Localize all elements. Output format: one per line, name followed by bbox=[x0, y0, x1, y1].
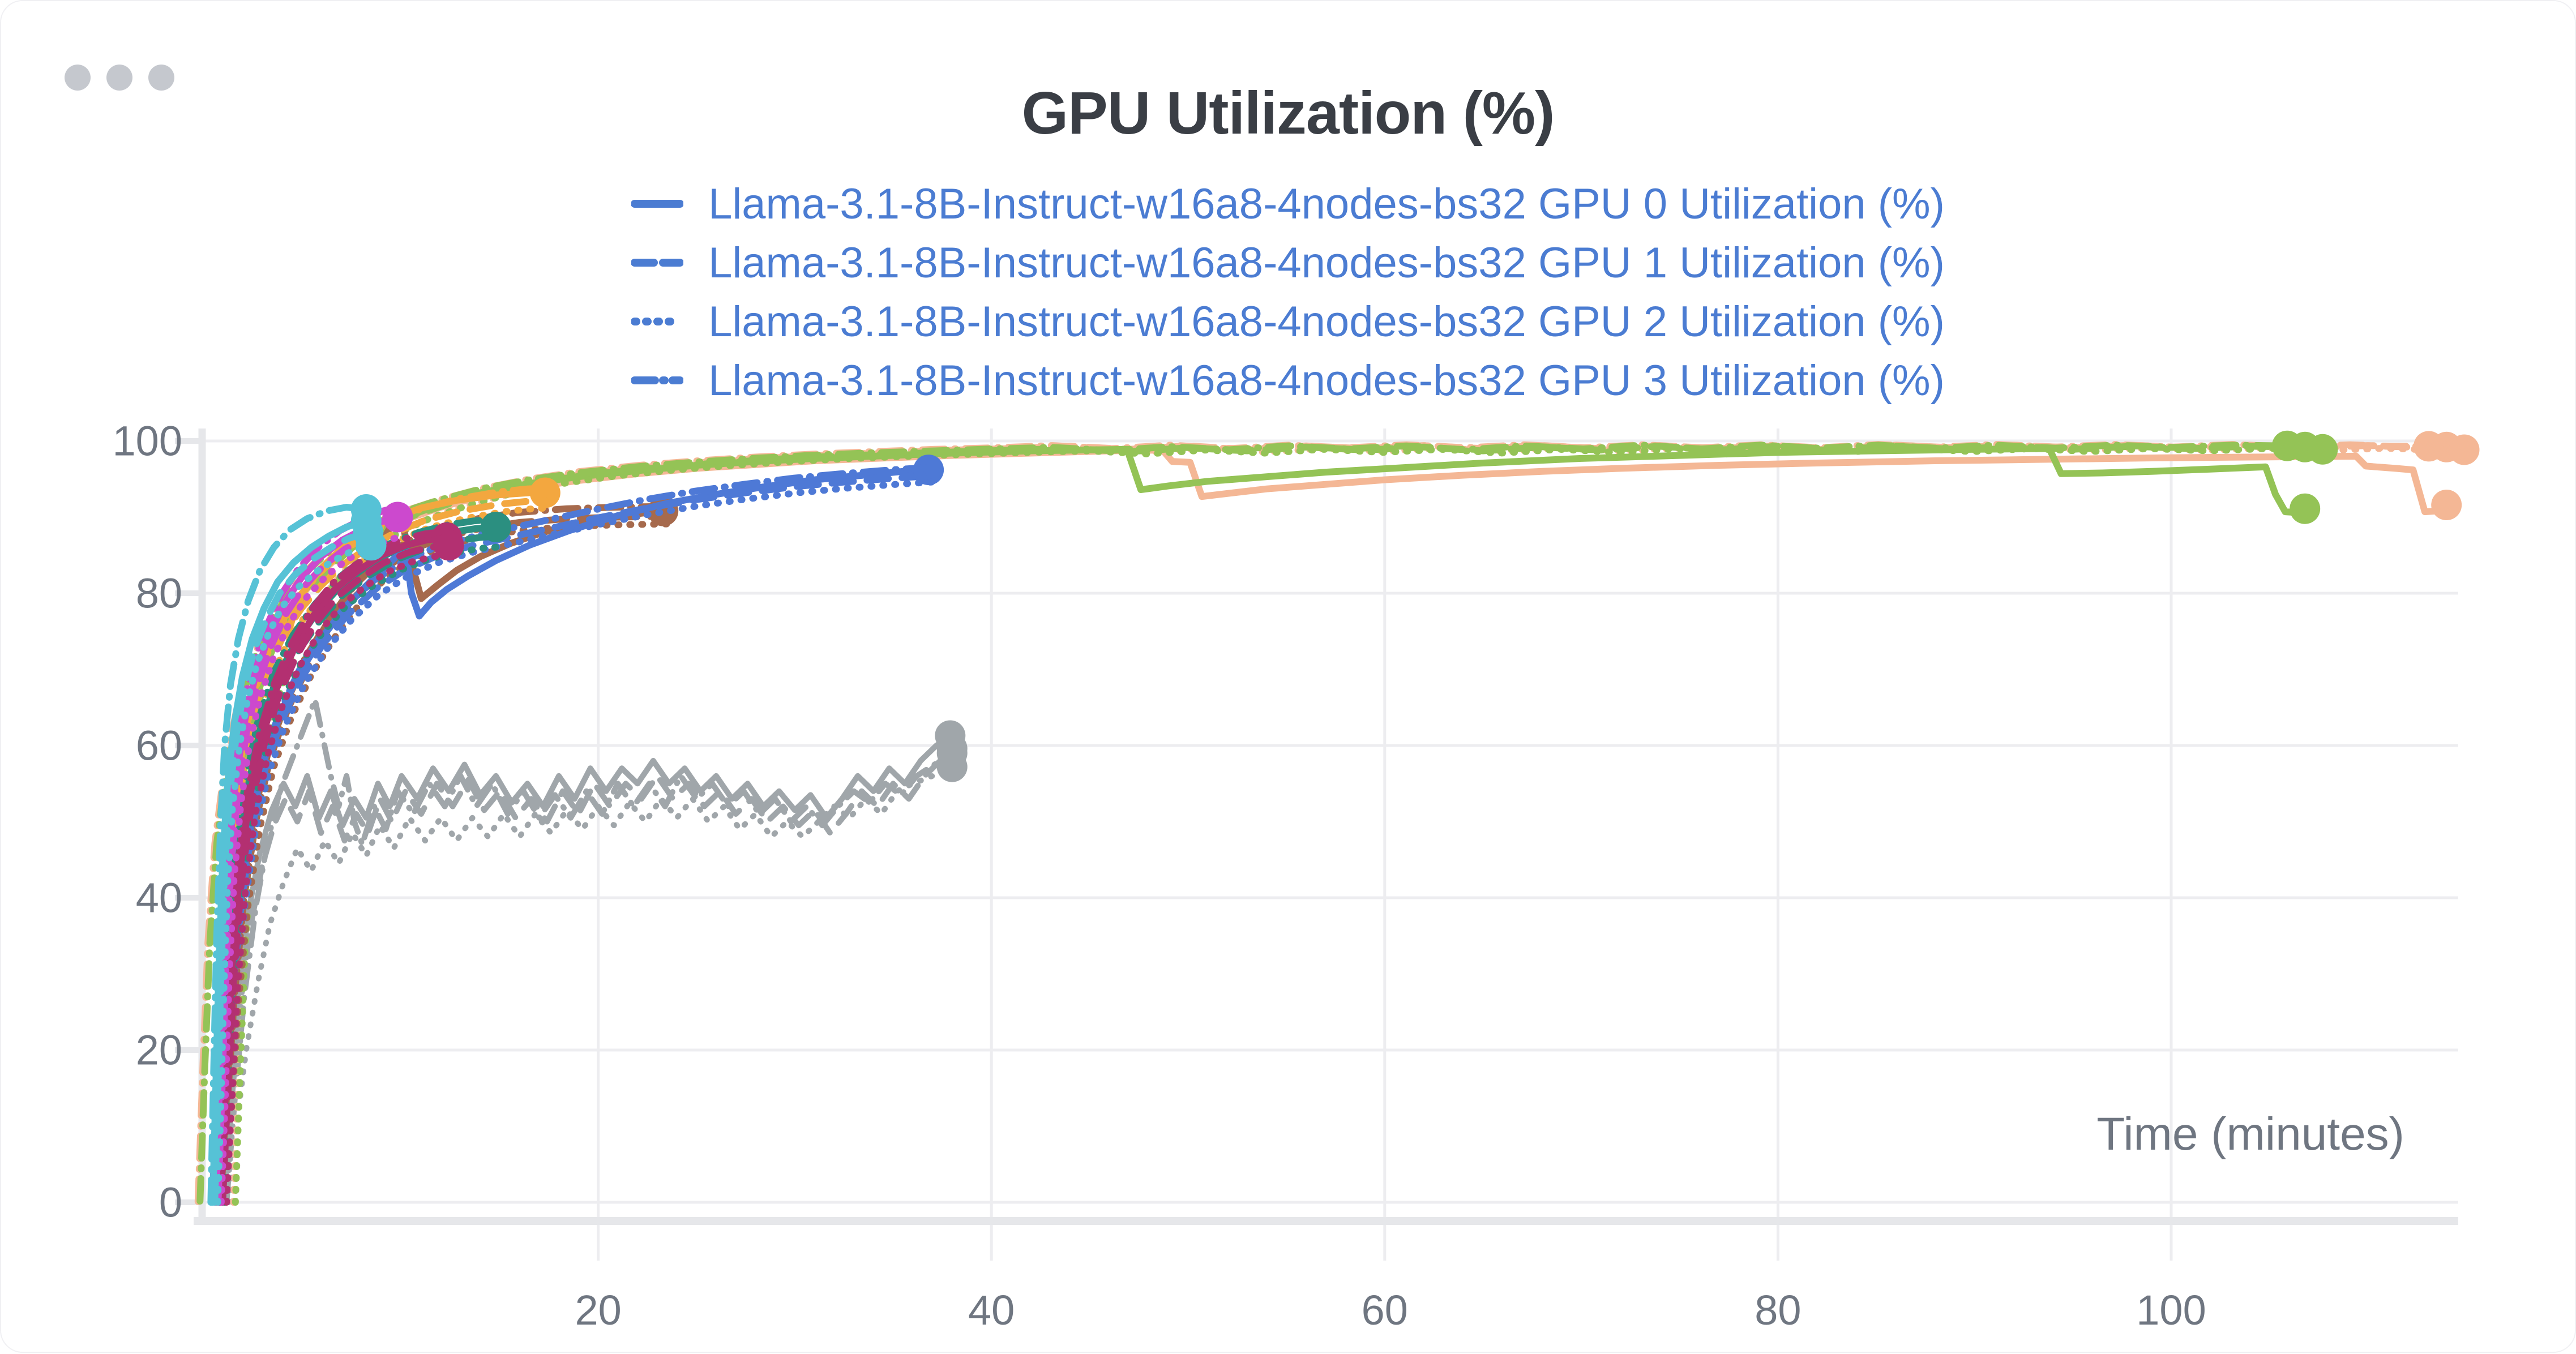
legend-items: Llama-3.1-8B-Instruct-w16a8-4nodes-bs32 … bbox=[631, 174, 1945, 410]
series-line-crimson-dashed bbox=[219, 542, 452, 1206]
series-endpoint-peach-dotted bbox=[2449, 434, 2480, 465]
series-line-green-dashdot bbox=[196, 442, 2291, 1205]
series-line-peach-dashed bbox=[212, 442, 2450, 1206]
y-tick-label: 0 bbox=[159, 1179, 182, 1226]
legend-solid-line-icon bbox=[631, 200, 684, 208]
series-line-peach-dotted bbox=[230, 444, 2468, 1206]
series-line-gray-dashdot bbox=[224, 697, 955, 1205]
window-dot[interactable] bbox=[148, 65, 174, 91]
series-line-crimson-dotted bbox=[223, 551, 456, 1206]
series-endpoint-gray-dashdot bbox=[936, 738, 968, 769]
legend-dashed-line-icon bbox=[631, 259, 684, 267]
series-endpoint-green-dashdot bbox=[2271, 430, 2303, 461]
x-tick-label: 80 bbox=[1755, 1287, 1802, 1334]
legend: Llama-3.1-8B-Instruct-w16a8-4nodes-bs32 … bbox=[1, 174, 2575, 410]
legend-label: Llama-3.1-8B-Instruct-w16a8-4nodes-bs32 … bbox=[708, 179, 1945, 228]
legend-dotted-line-icon bbox=[631, 318, 684, 325]
legend-row-gpu-1[interactable]: Llama-3.1-8B-Instruct-w16a8-4nodes-bs32 … bbox=[631, 233, 1945, 292]
x-tick-label: 40 bbox=[968, 1287, 1015, 1334]
series-line-teal-dashdot bbox=[213, 516, 497, 1198]
chart-title: GPU Utilization (%) bbox=[1021, 80, 1555, 147]
series-endpoint-peach-solid bbox=[2431, 490, 2462, 520]
legend-row-gpu-3[interactable]: Llama-3.1-8B-Instruct-w16a8-4nodes-bs32 … bbox=[631, 351, 1945, 410]
y-tick-label: 20 bbox=[135, 1026, 182, 1074]
x-axis-title: Time (minutes) bbox=[2096, 1108, 2404, 1160]
series-line-cyan-dotted bbox=[214, 542, 375, 1206]
window-controls bbox=[65, 65, 174, 91]
series-line-cyan-dashdot bbox=[207, 504, 370, 1206]
window-dot[interactable] bbox=[65, 65, 91, 91]
y-tick-label: 100 bbox=[112, 417, 182, 465]
legend-row-gpu-2[interactable]: Llama-3.1-8B-Instruct-w16a8-4nodes-bs32 … bbox=[631, 292, 1945, 351]
series-line-gray-dotted bbox=[225, 764, 955, 1205]
y-tick-label: 60 bbox=[135, 722, 182, 769]
legend-label: Llama-3.1-8B-Instruct-w16a8-4nodes-bs32 … bbox=[708, 356, 1945, 405]
legend-label: Llama-3.1-8B-Instruct-w16a8-4nodes-bs32 … bbox=[708, 297, 1945, 346]
legend-dashdot-line-icon bbox=[631, 376, 684, 384]
series-endpoint-peach-dashdot bbox=[2414, 431, 2444, 462]
x-tick-label: 60 bbox=[1361, 1287, 1408, 1334]
x-tick-label: 100 bbox=[2136, 1287, 2206, 1334]
series-endpoint-crimson-dashed bbox=[433, 530, 464, 561]
series-endpoint-green-dotted bbox=[2307, 434, 2338, 465]
x-tick-label: 20 bbox=[575, 1287, 622, 1334]
series-line-green-dotted bbox=[232, 445, 2326, 1206]
series-line-orange-dashed bbox=[214, 496, 549, 1206]
legend-row-gpu-0[interactable]: Llama-3.1-8B-Instruct-w16a8-4nodes-bs32 … bbox=[631, 174, 1945, 233]
series-line-cyan-dashed bbox=[211, 529, 372, 1206]
series-endpoint-cyan-dotted bbox=[356, 530, 387, 561]
series-endpoint-green-solid bbox=[2290, 493, 2321, 524]
y-tick-label: 80 bbox=[135, 569, 182, 617]
legend-label: Llama-3.1-8B-Instruct-w16a8-4nodes-bs32 … bbox=[708, 238, 1945, 287]
series-line-teal-dotted bbox=[221, 543, 506, 1206]
series-line-peach-dashdot bbox=[194, 441, 2432, 1205]
series-line-peach-solid bbox=[211, 447, 2450, 1206]
series-endpoint-cyan-dashdot bbox=[350, 494, 382, 525]
window-dot[interactable] bbox=[106, 65, 132, 91]
series-line-crimson-dashdot bbox=[215, 528, 448, 1200]
y-tick-label: 40 bbox=[135, 874, 182, 922]
